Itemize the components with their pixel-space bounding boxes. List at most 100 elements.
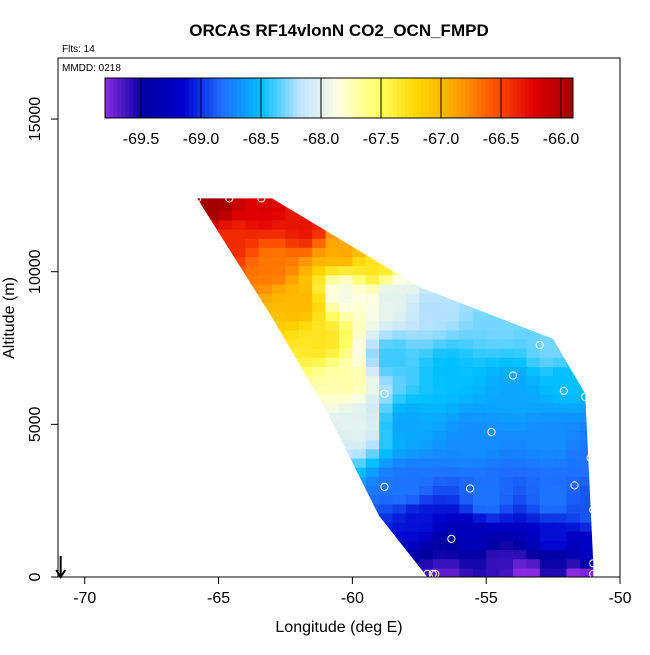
heatmap-cell: [352, 494, 367, 505]
heatmap-cell: [232, 467, 246, 477]
heatmap-cell: [539, 549, 554, 560]
heatmap-cell: [339, 238, 353, 248]
colorbar-swatch: [105, 78, 110, 118]
heatmap-cell: [365, 412, 380, 422]
heatmap-cell: [245, 283, 260, 294]
heatmap-cell: [325, 229, 340, 239]
heatmap-cell: [272, 229, 287, 239]
heatmap-cell: [513, 384, 527, 395]
heatmap-cell: [352, 283, 367, 294]
heatmap-cell: [258, 348, 273, 358]
heatmap-cell: [419, 329, 434, 340]
heatmap-cell: [499, 476, 514, 487]
heatmap-cell: [339, 198, 353, 203]
heatmap-cell: [232, 421, 246, 432]
heatmap-cell: [459, 549, 474, 560]
heatmap-cell: [312, 265, 327, 276]
heatmap-cell: [365, 265, 380, 276]
heatmap-cell: [579, 238, 594, 248]
heatmap-cell: [446, 375, 460, 386]
heatmap-cell: [539, 430, 554, 441]
heatmap-cell: [593, 266, 607, 276]
heatmap-cell: [379, 375, 394, 386]
heatmap-cell: [352, 457, 367, 468]
heatmap-cell: [419, 229, 434, 239]
heatmap-cell: [459, 512, 474, 523]
heatmap-cell: [513, 375, 527, 386]
heatmap-cell: [579, 366, 594, 377]
colorbar-swatch: [341, 78, 346, 118]
colorbar-swatch: [557, 78, 562, 118]
flights-annotation: Flts: 14: [62, 44, 95, 55]
heatmap-cell: [272, 311, 287, 322]
heatmap-cell: [405, 485, 420, 496]
heatmap-cell: [486, 439, 501, 450]
heatmap-cell: [553, 412, 568, 422]
heatmap-cell: [232, 558, 246, 569]
heatmap-cell: [539, 503, 554, 514]
heatmap-cell: [419, 421, 434, 432]
heatmap-cell: [285, 201, 300, 212]
heatmap-cell: [352, 485, 367, 496]
observation-point: [559, 386, 568, 395]
heatmap-cell: [197, 558, 206, 569]
heatmap-cell: [325, 366, 340, 377]
colorbar-swatch: [529, 78, 534, 118]
heatmap-cell: [285, 265, 300, 276]
heatmap-cell: [593, 421, 607, 431]
colorbar-swatch: [297, 78, 302, 118]
heatmap-cell: [197, 229, 206, 239]
heatmap-cell: [419, 476, 434, 487]
heatmap-cell: [446, 201, 460, 212]
heatmap-cell: [285, 247, 300, 258]
colorbar-swatch: [521, 78, 526, 118]
heatmap-cell: [446, 210, 460, 221]
heatmap-cell: [339, 403, 353, 413]
heatmap-cell: [419, 503, 434, 514]
heatmap-cell: [446, 274, 460, 285]
heatmap-cell: [365, 430, 380, 441]
heatmap-cell: [446, 293, 460, 303]
observation-point: [292, 194, 301, 203]
observation-points: [193, 194, 598, 577]
heatmap-cell: [526, 421, 541, 432]
heatmap-cell: [232, 522, 246, 532]
heatmap-cell: [446, 320, 460, 331]
heatmap-cell: [553, 201, 568, 212]
heatmap-cell: [339, 494, 353, 505]
heatmap-cell: [197, 439, 206, 450]
heatmap-cell: [285, 274, 300, 285]
heatmap-cell: [593, 485, 607, 495]
heatmap-cell: [258, 421, 273, 432]
heatmap-cell: [392, 293, 407, 303]
heatmap-cell: [245, 229, 260, 239]
heatmap-cell: [539, 558, 554, 569]
heatmap-cell: [245, 210, 260, 221]
heatmap-cell: [298, 329, 313, 340]
heatmap-cell: [272, 283, 287, 294]
colorbar-swatch: [317, 78, 322, 118]
heatmap-cell: [379, 512, 394, 523]
arrow-icon: [55, 556, 67, 579]
heatmap-cell: [419, 457, 434, 468]
heatmap-cell: [526, 558, 541, 569]
heatmap-cell: [553, 430, 568, 441]
heatmap-cell: [539, 201, 554, 212]
heatmap-cell: [352, 558, 367, 569]
heatmap-cell: [513, 247, 527, 258]
heatmap-cell: [218, 210, 233, 221]
heatmap-cell: [325, 219, 340, 230]
heatmap-cell: [245, 512, 260, 523]
heatmap-cell: [352, 201, 367, 212]
heatmap-cell: [432, 320, 447, 331]
heatmap-cell: [539, 403, 554, 413]
heatmap-cell: [499, 494, 514, 505]
heatmap-cell: [566, 247, 581, 258]
colorbar-swatch: [333, 78, 338, 118]
heatmap-cell: [218, 476, 233, 487]
colorbar-swatch: [409, 78, 414, 118]
heatmap-cell: [459, 476, 474, 487]
heatmap-cell: [312, 375, 327, 386]
heatmap-cell: [513, 198, 527, 203]
colorbar-swatch: [449, 78, 454, 118]
